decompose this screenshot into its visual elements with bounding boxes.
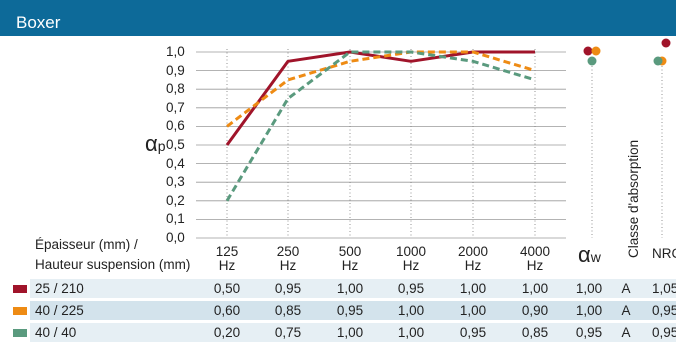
series-swatch — [13, 307, 27, 315]
y-tick-label: 0,4 — [166, 155, 185, 171]
series-line — [225, 50, 535, 146]
row-background — [30, 323, 676, 342]
y-tick-label: 0,9 — [166, 62, 185, 78]
row-value: 0,95 — [459, 325, 487, 340]
row-value: 0,85 — [521, 325, 549, 340]
row-value: 1,00 — [397, 303, 425, 318]
x-tick-label: 125 — [215, 244, 239, 259]
x-tick-label: 500 — [338, 244, 362, 259]
row-value: 0,90 — [521, 303, 549, 318]
row-nrc: 1,05 — [652, 281, 676, 296]
row-label: 40 / 40 — [35, 325, 77, 340]
series-line — [225, 50, 536, 202]
y-tick-label: 0,6 — [166, 118, 185, 134]
series-line — [226, 50, 536, 128]
row-nrc: 0,95 — [652, 325, 676, 340]
nrc-dot — [653, 56, 663, 66]
row-value: 0,95 — [274, 281, 302, 296]
y-tick-label: 0,8 — [166, 81, 185, 97]
x-tick-label: 250 — [276, 244, 300, 259]
row-value: 0,95 — [336, 303, 364, 318]
y-tick-label: 1,0 — [166, 44, 185, 59]
row-class: A — [621, 281, 631, 296]
row-value: 0,60 — [213, 303, 241, 318]
y-tick-label: 0,5 — [166, 137, 185, 152]
row-class: A — [621, 303, 631, 318]
x-unit-label: Hz — [218, 258, 236, 273]
table-header-line1: Épaisseur (mm) / — [35, 237, 138, 252]
series-swatch — [13, 285, 27, 293]
nrc-dot — [661, 38, 671, 48]
row-background — [30, 279, 676, 298]
row-class: A — [621, 325, 631, 340]
row-nrc: 0,95 — [652, 303, 676, 318]
row-alpha-w: 1,00 — [575, 303, 603, 318]
row-value: 1,00 — [397, 325, 425, 340]
x-tick-label: 4000 — [519, 244, 551, 259]
row-value: 0,75 — [274, 325, 302, 340]
y-tick-label: 0,2 — [166, 192, 185, 208]
x-unit-label: Hz — [279, 258, 297, 273]
row-alpha-w: 0,95 — [575, 325, 603, 340]
row-value: 0,20 — [213, 325, 241, 340]
y-tick-label: 0,1 — [166, 211, 185, 227]
alpha-w-dot — [591, 46, 601, 56]
x-unit-label: Hz — [526, 258, 544, 273]
row-value: 1,00 — [521, 281, 549, 296]
table-header-line2: Hauteur suspension (mm) — [35, 257, 191, 272]
alpha-w-dot — [587, 56, 597, 66]
table-row: 40 / 225 0,60 0,85 0,95 1,00 1,00 0,90 1,00 A 0,9… — [0, 301, 676, 320]
row-label: 25 / 210 — [35, 281, 84, 296]
alpha-w-dot — [583, 46, 593, 56]
x-unit-label: Hz — [402, 258, 420, 273]
header-bar: Boxer — [0, 0, 676, 36]
row-background — [30, 301, 676, 320]
row-value: 1,00 — [336, 281, 364, 296]
row-value: 1,00 — [459, 281, 487, 296]
x-unit-label: Hz — [464, 258, 482, 273]
y-tick-label: 0,7 — [166, 99, 185, 115]
series-swatch — [13, 329, 27, 337]
x-tick-label: 2000 — [457, 244, 489, 259]
row-value: 1,00 — [336, 325, 364, 340]
page-title: Boxer — [16, 13, 61, 32]
row-value: 0,85 — [274, 303, 302, 318]
x-tick-label: 1000 — [395, 244, 427, 259]
row-value: 1,00 — [459, 303, 487, 318]
row-value: 0,50 — [213, 281, 241, 296]
table-row: 40 / 40 0,20 0,75 1,00 1,00 0,95 0,85 0,95 A 0,95 — [0, 323, 676, 342]
row-alpha-w: 1,00 — [575, 281, 603, 296]
row-label: 40 / 225 — [35, 303, 84, 318]
table-row: 25 / 210 0,50 0,95 1,00 0,95 1,00 1,00 1,00 A 1,0… — [0, 279, 676, 298]
absorption-class-label: Classe d'absorption — [626, 139, 641, 258]
nrc-label: NRC — [652, 246, 676, 261]
alpha-w-label: αw — [578, 242, 601, 267]
y-axis-title: αp — [145, 131, 166, 156]
row-value: 0,95 — [397, 281, 425, 296]
x-unit-label: Hz — [341, 258, 359, 273]
y-tick-label: 0,0 — [166, 230, 185, 245]
y-tick-label: 0,3 — [166, 174, 185, 190]
